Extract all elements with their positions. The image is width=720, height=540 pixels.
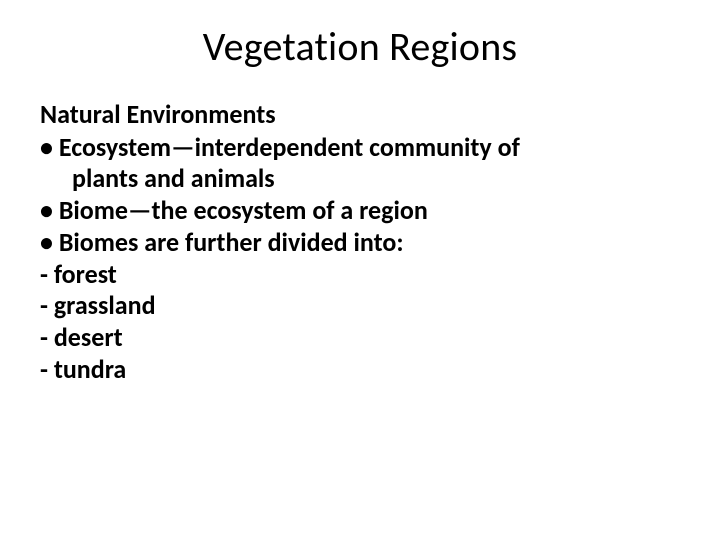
dash-item: - forest (40, 259, 680, 291)
slide-content: Natural Environments • Ecosystem—interde… (40, 99, 680, 385)
dash-item: - desert (40, 322, 680, 354)
bullet-marker: • (40, 194, 59, 226)
slide-title: Vegetation Regions (40, 22, 680, 71)
bullet-continuation: plants and animals (40, 163, 680, 195)
bullet-item: • Ecosystem—interdependent community of (40, 132, 680, 164)
bullet-text: Ecosystem—interdependent community of (59, 131, 520, 163)
bullet-item: • Biomes are further divided into: (40, 227, 680, 259)
dash-item: - grassland (40, 290, 680, 322)
content-subheading: Natural Environments (40, 99, 680, 131)
bullet-item: • Biome—the ecosystem of a region (40, 195, 680, 227)
bullet-marker: • (40, 226, 59, 258)
dash-item: - tundra (40, 354, 680, 386)
slide: Vegetation Regions Natural Environments … (0, 0, 720, 540)
bullet-text: Biome—the ecosystem of a region (59, 194, 428, 226)
bullet-marker: • (40, 131, 59, 163)
bullet-text: Biomes are further divided into: (59, 226, 404, 258)
